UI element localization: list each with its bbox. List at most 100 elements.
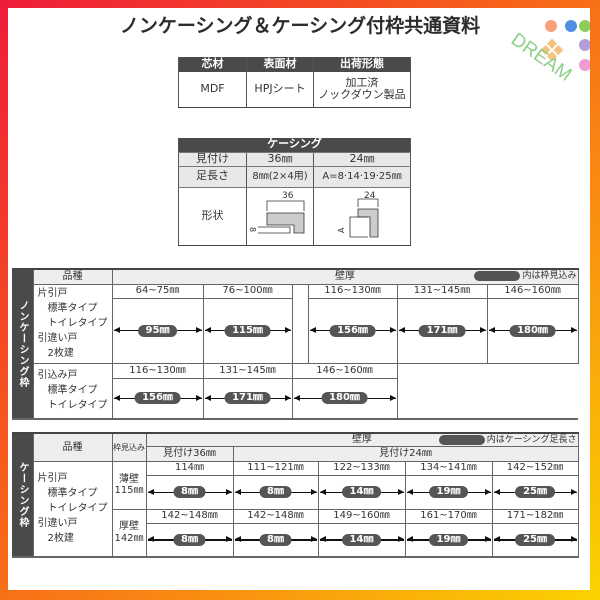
casingframe-section: ケーシング枠 品種 枠見込み 壁厚 内はケーシング足長さ 見付け36㎜ 見付け24㎜… (12, 432, 579, 558)
table-cell: 見付け36㎜ (145, 445, 234, 462)
table-cell: 足長さ (178, 166, 247, 188)
arrow-left-icon (406, 488, 413, 495)
arrow-right-icon (389, 394, 396, 401)
casingframe-side-label: ケーシング枠 (12, 433, 33, 557)
pill-legend-icon (438, 435, 485, 446)
dimension-arrow-cell: 171㎜ (396, 297, 488, 364)
arrow-right-icon (310, 536, 317, 543)
materials-table: 芯材 表面材 出荷形態 MDF HPJシート 加工済 ノックダウン製品 (178, 57, 411, 108)
table-cell: 131~145㎜ (396, 283, 488, 299)
arrow-left-icon (204, 394, 211, 401)
table-cell: 76~100㎜ (202, 283, 293, 299)
dimension-arrow: 156㎜ (113, 392, 202, 405)
range-cell: 161~170㎜ (404, 508, 493, 524)
svg-text:24: 24 (364, 191, 376, 201)
dimension-arrow-cell: 156㎜ (111, 377, 204, 420)
table-cell: 枠見込み (111, 432, 147, 462)
dimension-arrow-cell: 156㎜ (307, 297, 398, 364)
table-cell: 見付け (178, 152, 247, 167)
arrow-left-icon (319, 488, 326, 495)
arrow-left-icon (234, 488, 241, 495)
value-pill: 14㎜ (341, 486, 382, 498)
dimension-arrow-cell: 8㎜ (145, 522, 234, 558)
dimension-arrow: 95㎜ (113, 324, 202, 337)
range-cell: 134~141㎜ (404, 460, 493, 476)
dream-logo: DREAM (507, 20, 590, 86)
value-pill: 19㎜ (428, 486, 469, 498)
table-cell: 24㎜ (313, 152, 411, 167)
dimension-arrow-cell: 14㎜ (317, 522, 406, 558)
value-pill: 8㎜ (173, 486, 206, 498)
shape-24: 24 A (313, 187, 411, 246)
svg-text:A: A (337, 227, 346, 233)
dimension-arrow: 8㎜ (147, 533, 232, 546)
arrow-left-icon (113, 394, 120, 401)
header-core: 芯材 (178, 57, 247, 72)
arrow-left-icon (204, 327, 211, 333)
page-title: ノンケーシング＆ケーシング付枠共通資料 (119, 15, 481, 37)
table-cell: 壁厚 内は枠見込み (111, 268, 579, 285)
dimension-arrow: 8㎜ (234, 533, 317, 546)
table-cell: 116~130㎜ (111, 362, 204, 379)
range-cell: 171~182㎜ (491, 508, 579, 524)
pill-legend-icon (474, 271, 521, 282)
value-pill: 95㎜ (137, 324, 178, 337)
thick-wall-label: 厚壁 142㎜ (111, 508, 147, 558)
dimension-arrow-cell: 8㎜ (145, 474, 234, 510)
arrow-left-icon (319, 536, 326, 543)
row1-kinds: 片引戸 標準タイプ トイレタイプ 引違い戸 2枚建 (32, 283, 113, 364)
arrow-left-icon (493, 488, 500, 495)
arrow-right-icon (195, 327, 202, 333)
surface-value: HPJシート (246, 72, 314, 108)
noncasing-side-label: ノンケーシング枠 (12, 269, 33, 419)
arrow-right-icon (310, 488, 317, 495)
value-pill: 14㎜ (341, 533, 382, 546)
dimension-arrow: 25㎜ (493, 533, 577, 546)
dimension-arrow: 156㎜ (309, 324, 396, 337)
arrow-left-icon (493, 536, 500, 543)
arrow-right-icon (570, 488, 577, 495)
range-cell: 122~133㎜ (317, 460, 406, 476)
dimension-arrow-cell: 171㎜ (202, 377, 293, 420)
noncasing-section: ノンケーシング枠 品種 壁厚 内は枠見込み 片引戸 標準タイプ トイレタイプ 引違い戸 2… (12, 268, 579, 420)
dimension-arrow-cell: 8㎜ (232, 474, 319, 510)
table-cell: 146~160㎜ (486, 283, 579, 299)
range-cell: 142~148㎜ (145, 508, 234, 524)
arrow-left-icon (113, 327, 120, 333)
dimension-arrow-cell: 19㎜ (404, 522, 493, 558)
arrow-right-icon (397, 488, 404, 495)
table-cell: 64~75㎜ (111, 283, 204, 299)
dimension-arrow: 25㎜ (493, 486, 577, 498)
value-pill: 171㎜ (418, 324, 466, 337)
header-surface: 表面材 (246, 57, 314, 72)
svg-text:8: 8 (250, 227, 257, 232)
casing-table: ケーシング 見付け 36㎜ 24㎜ 足長さ 8㎜(2×4用) A=8·14·19·25㎜… (178, 138, 411, 246)
value-pill: 156㎜ (134, 392, 181, 405)
table-cell: 品種 (32, 268, 113, 285)
dimension-arrow-cell: 95㎜ (111, 297, 204, 364)
range-cell: 111~121㎜ (232, 460, 319, 476)
dimension-arrow: 19㎜ (406, 533, 491, 546)
table-cell: A=8·14·19·25㎜ (313, 166, 411, 188)
dimension-arrow: 180㎜ (293, 392, 396, 405)
dimension-arrow: 19㎜ (406, 486, 491, 498)
dimension-arrow-cell: 25㎜ (491, 474, 579, 510)
range-cell: 149~160㎜ (317, 508, 406, 524)
table-cell: 116~130㎜ (307, 283, 398, 299)
dimension-arrow-cell: 180㎜ (291, 377, 398, 420)
value-pill: 8㎜ (259, 486, 292, 498)
value-pill: 180㎜ (321, 392, 368, 405)
arrow-left-icon (147, 536, 154, 543)
range-cell: 114㎜ (145, 460, 234, 476)
arrow-right-icon (570, 536, 577, 543)
table-cell: 品種 (32, 432, 113, 462)
value-pill: 25㎜ (515, 486, 555, 498)
header-shipping: 出荷形態 (313, 57, 411, 72)
dimension-arrow: 8㎜ (234, 486, 317, 498)
arrow-left-icon (398, 327, 405, 333)
casing-title: ケーシング (178, 138, 411, 153)
arrow-right-icon (389, 327, 396, 333)
table-cell (291, 283, 309, 364)
dimension-arrow-cell: 14㎜ (317, 474, 406, 510)
thin-wall-label: 薄壁 115㎜ (111, 460, 147, 510)
